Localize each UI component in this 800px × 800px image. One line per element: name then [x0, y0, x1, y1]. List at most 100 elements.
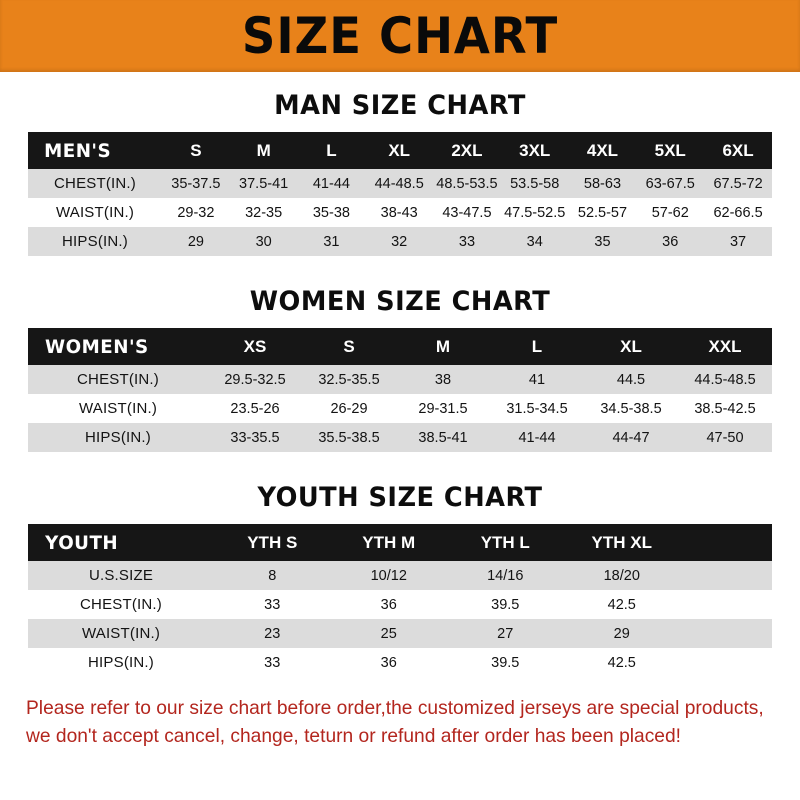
man-waist-m: 32-35 — [245, 204, 283, 221]
man-chest-3xl: 53.5-58 — [510, 175, 560, 192]
youth-row-label-ussize: U.S.SIZE — [88, 567, 154, 584]
women-category-header: WOMEN'S — [45, 335, 149, 358]
youth-header-spacer — [680, 524, 772, 561]
man-row-label-hips: HIPS(IN.) — [62, 233, 128, 250]
man-chest-5xl: 63-67.5 — [645, 175, 695, 192]
man-col-header-s: S — [190, 140, 202, 160]
youth-col-header-s: YTH S — [247, 532, 298, 552]
disclaimer-line-1: Please refer to our size chart before or… — [26, 697, 764, 719]
youth-col-header-m: YTH M — [362, 532, 416, 552]
man-waist-6xl: 62-66.5 — [713, 204, 763, 221]
youth-chest-s: 33 — [264, 596, 281, 613]
women-table-body: CHEST(IN.) 29.5-32.5 32.5-35.5 38 41 44.… — [28, 365, 772, 452]
youth-ussize-l: 14/16 — [487, 567, 524, 584]
youth-row-spacer — [680, 561, 772, 590]
youth-hips-s: 33 — [264, 654, 281, 671]
man-hips-4xl: 35 — [594, 233, 611, 250]
table-row: CHEST(IN.) 35-37.5 37.5-41 41-44 44-48.5… — [28, 169, 772, 198]
man-hips-l: 31 — [323, 233, 340, 250]
man-waist-2xl: 43-47.5 — [442, 204, 492, 221]
man-hips-2xl: 33 — [458, 233, 476, 250]
youth-row-label-hips: HIPS(IN.) — [88, 654, 154, 671]
man-chest-4xl: 58-63 — [583, 175, 622, 192]
table-row: WAIST(IN.) 23.5-26 26-29 29-31.5 31.5-34… — [28, 394, 772, 423]
man-chest-6xl: 67.5-72 — [713, 175, 763, 192]
youth-waist-l: 27 — [497, 625, 514, 642]
man-hips-5xl: 36 — [662, 233, 679, 250]
youth-category-header: YOUTH — [45, 531, 119, 554]
man-hips-s: 29 — [187, 233, 204, 250]
women-waist-xxl: 38.5-42.5 — [694, 400, 756, 417]
youth-table-body: U.S.SIZE 8 10/12 14/16 18/20 CHEST(IN.) … — [28, 561, 772, 677]
man-chest-xl: 44-48.5 — [374, 175, 424, 192]
man-size-table: MEN'S S M L XL 2XL 3XL 4XL 5XL 6XL CHEST… — [28, 132, 772, 256]
women-hips-xl: 44-47 — [612, 429, 650, 446]
man-chest-s: 35-37.5 — [171, 175, 221, 192]
women-chest-m: 38 — [434, 371, 452, 388]
women-table-head: WOMEN'S XS S M L XL XXL — [28, 328, 772, 365]
youth-row-label-chest: CHEST(IN.) — [80, 596, 162, 613]
women-col-header-xl: XL — [620, 336, 642, 356]
youth-hips-xl: 42.5 — [607, 654, 636, 671]
section-title-youth: YOUTH SIZE CHART — [257, 482, 543, 513]
man-size-chart-wrapper: MEN'S S M L XL 2XL 3XL 4XL 5XL 6XL CHEST… — [28, 132, 772, 256]
women-waist-l: 31.5-34.5 — [506, 400, 568, 417]
section-title-women: WOMEN SIZE CHART — [249, 286, 551, 317]
man-col-header-6xl: 6XL — [722, 140, 754, 160]
man-col-header-xl: XL — [388, 140, 411, 160]
women-col-header-xxl: XXL — [708, 336, 742, 356]
youth-chest-m: 36 — [380, 596, 397, 613]
women-chest-l: 41 — [528, 371, 546, 388]
women-row-label-chest: CHEST(IN.) — [77, 371, 159, 388]
man-chest-m: 37.5-41 — [239, 175, 289, 192]
youth-size-table: YOUTH YTH S YTH M YTH L YTH XL U.S.SIZE … — [28, 524, 772, 677]
disclaimer-line-2: we don't accept cancel, change, teturn o… — [26, 724, 682, 747]
women-waist-s: 26-29 — [330, 400, 368, 417]
man-waist-5xl: 57-62 — [651, 204, 689, 221]
women-waist-m: 29-31.5 — [418, 400, 468, 417]
man-chest-2xl: 48.5-53.5 — [436, 175, 498, 192]
youth-table-head: YOUTH YTH S YTH M YTH L YTH XL — [28, 524, 772, 561]
man-table-body: CHEST(IN.) 35-37.5 37.5-41 41-44 44-48.5… — [28, 169, 772, 256]
women-hips-l: 41-44 — [518, 429, 556, 446]
man-col-header-m: M — [256, 140, 271, 160]
youth-ussize-m: 10/12 — [370, 567, 407, 584]
youth-hips-l: 39.5 — [491, 654, 520, 671]
youth-row-spacer — [680, 619, 772, 648]
man-waist-3xl: 47.5-52.5 — [504, 204, 566, 221]
women-col-header-s: S — [343, 336, 355, 356]
women-chest-xl: 44.5 — [616, 371, 646, 388]
man-hips-xl: 32 — [391, 233, 408, 250]
man-hips-m: 30 — [255, 233, 272, 250]
women-row-label-waist: WAIST(IN.) — [78, 400, 158, 417]
table-row: WAIST(IN.) 23 25 27 29 — [28, 619, 772, 648]
women-col-header-xs: XS — [243, 336, 267, 356]
man-waist-xl: 38-43 — [380, 204, 418, 221]
youth-size-chart-wrapper: YOUTH YTH S YTH M YTH L YTH XL U.S.SIZE … — [28, 524, 772, 677]
women-waist-xs: 23.5-26 — [230, 400, 280, 417]
page-header-banner: SIZE CHART — [0, 0, 800, 72]
women-chest-xs: 29.5-32.5 — [224, 371, 286, 388]
youth-chest-l: 39.5 — [491, 596, 520, 613]
man-row-label-waist: WAIST(IN.) — [55, 204, 135, 221]
man-waist-4xl: 52.5-57 — [577, 204, 628, 221]
youth-row-spacer — [680, 590, 772, 619]
women-hips-m: 38.5-41 — [418, 429, 468, 446]
man-col-header-3xl: 3XL — [519, 140, 551, 160]
youth-waist-xl: 29 — [613, 625, 630, 642]
youth-ussize-s: 8 — [268, 567, 277, 584]
man-category-header: MEN'S — [44, 139, 112, 162]
youth-col-header-xl: YTH XL — [591, 532, 652, 552]
man-table-head: MEN'S S M L XL 2XL 3XL 4XL 5XL 6XL — [28, 132, 772, 169]
youth-waist-m: 25 — [380, 625, 397, 642]
women-hips-xxl: 47-50 — [706, 429, 744, 446]
man-col-header-4xl: 4XL — [586, 140, 619, 160]
man-row-label-chest: CHEST(IN.) — [54, 175, 136, 192]
man-header-row: MEN'S S M L XL 2XL 3XL 4XL 5XL 6XL — [28, 132, 772, 169]
women-size-table: WOMEN'S XS S M L XL XXL CHEST(IN.) 29.5-… — [28, 328, 772, 452]
table-row: HIPS(IN.) 33-35.5 35.5-38.5 38.5-41 41-4… — [28, 423, 772, 452]
women-hips-s: 35.5-38.5 — [318, 429, 380, 446]
women-col-header-l: L — [531, 336, 543, 356]
women-row-label-hips: HIPS(IN.) — [85, 429, 151, 446]
women-chest-s: 32.5-35.5 — [318, 371, 380, 388]
